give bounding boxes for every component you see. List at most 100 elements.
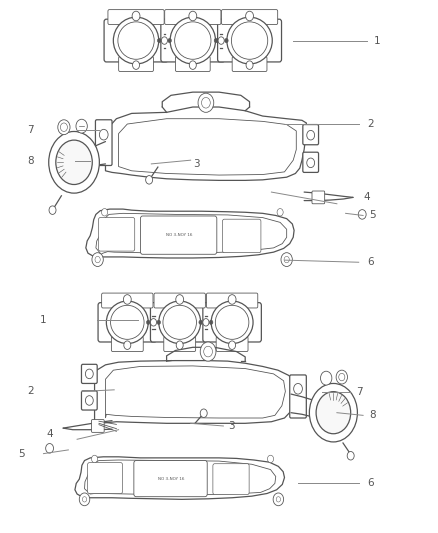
FancyBboxPatch shape [98, 303, 156, 342]
Circle shape [102, 208, 108, 216]
Circle shape [281, 253, 292, 266]
Text: 7: 7 [357, 387, 363, 397]
Circle shape [49, 206, 56, 214]
Circle shape [133, 61, 140, 69]
Circle shape [204, 346, 212, 357]
Circle shape [176, 295, 184, 304]
Circle shape [276, 497, 281, 502]
Circle shape [92, 253, 103, 266]
Ellipse shape [175, 22, 211, 59]
Circle shape [168, 38, 171, 43]
Circle shape [284, 256, 289, 263]
Circle shape [316, 392, 351, 434]
FancyBboxPatch shape [150, 303, 209, 342]
Ellipse shape [215, 305, 249, 340]
Polygon shape [96, 213, 287, 254]
FancyBboxPatch shape [119, 56, 153, 71]
Text: 1: 1 [374, 36, 381, 45]
Circle shape [229, 341, 236, 350]
Circle shape [147, 320, 150, 325]
Circle shape [150, 319, 156, 326]
Circle shape [92, 455, 98, 463]
Circle shape [225, 38, 228, 43]
Text: 6: 6 [367, 479, 374, 488]
FancyBboxPatch shape [223, 219, 261, 253]
Text: NO 3-NOY 16: NO 3-NOY 16 [158, 477, 184, 481]
FancyBboxPatch shape [218, 19, 282, 62]
Circle shape [132, 11, 140, 21]
FancyBboxPatch shape [203, 303, 261, 342]
FancyBboxPatch shape [81, 391, 97, 410]
Polygon shape [85, 460, 276, 495]
Circle shape [273, 493, 284, 506]
Text: 7: 7 [27, 125, 34, 135]
Bar [205, 316, 207, 329]
Polygon shape [119, 119, 296, 175]
Circle shape [85, 369, 93, 378]
Circle shape [60, 123, 67, 132]
Circle shape [200, 409, 207, 417]
Ellipse shape [118, 22, 154, 59]
Circle shape [218, 37, 224, 44]
Circle shape [339, 373, 345, 381]
Polygon shape [106, 366, 286, 418]
Circle shape [79, 493, 90, 506]
Text: 8: 8 [27, 156, 34, 166]
Circle shape [201, 98, 210, 108]
Text: 3: 3 [228, 421, 234, 431]
FancyBboxPatch shape [164, 337, 196, 352]
Text: 6: 6 [367, 257, 374, 267]
Circle shape [157, 38, 161, 43]
Circle shape [203, 319, 209, 326]
FancyBboxPatch shape [303, 125, 318, 145]
FancyBboxPatch shape [290, 375, 306, 418]
Text: 8: 8 [370, 410, 376, 421]
FancyBboxPatch shape [134, 461, 207, 497]
Ellipse shape [106, 301, 148, 344]
Circle shape [307, 131, 314, 140]
Circle shape [189, 11, 197, 21]
FancyBboxPatch shape [161, 19, 225, 62]
Circle shape [157, 320, 160, 325]
Ellipse shape [227, 17, 272, 64]
FancyBboxPatch shape [232, 56, 267, 71]
FancyBboxPatch shape [102, 293, 153, 308]
Circle shape [358, 209, 366, 219]
Circle shape [309, 383, 357, 442]
Polygon shape [75, 457, 285, 499]
Circle shape [176, 341, 183, 350]
Circle shape [200, 342, 216, 361]
Text: 1: 1 [40, 314, 46, 325]
Circle shape [49, 132, 99, 193]
FancyBboxPatch shape [206, 293, 258, 308]
FancyBboxPatch shape [213, 464, 249, 495]
Polygon shape [86, 209, 294, 258]
Circle shape [198, 93, 214, 112]
Text: 2: 2 [27, 386, 34, 397]
FancyBboxPatch shape [95, 120, 112, 165]
Circle shape [99, 130, 108, 140]
Ellipse shape [113, 17, 159, 64]
FancyBboxPatch shape [175, 56, 210, 71]
FancyBboxPatch shape [222, 10, 278, 25]
Text: 3: 3 [193, 159, 199, 169]
Circle shape [85, 395, 93, 405]
Circle shape [228, 295, 236, 304]
Ellipse shape [159, 301, 201, 344]
Circle shape [161, 37, 167, 44]
Circle shape [209, 320, 213, 325]
Bar [152, 316, 155, 329]
FancyBboxPatch shape [165, 10, 221, 25]
Bar [220, 34, 222, 47]
Circle shape [246, 61, 253, 69]
Circle shape [321, 371, 332, 385]
Circle shape [214, 38, 218, 43]
Text: 4: 4 [46, 429, 53, 439]
Text: NO 3-NOY 16: NO 3-NOY 16 [166, 233, 193, 237]
Circle shape [76, 119, 87, 133]
Circle shape [277, 208, 283, 216]
FancyBboxPatch shape [104, 19, 168, 62]
Circle shape [268, 455, 274, 463]
Circle shape [56, 140, 92, 184]
Text: 5: 5 [370, 211, 376, 221]
